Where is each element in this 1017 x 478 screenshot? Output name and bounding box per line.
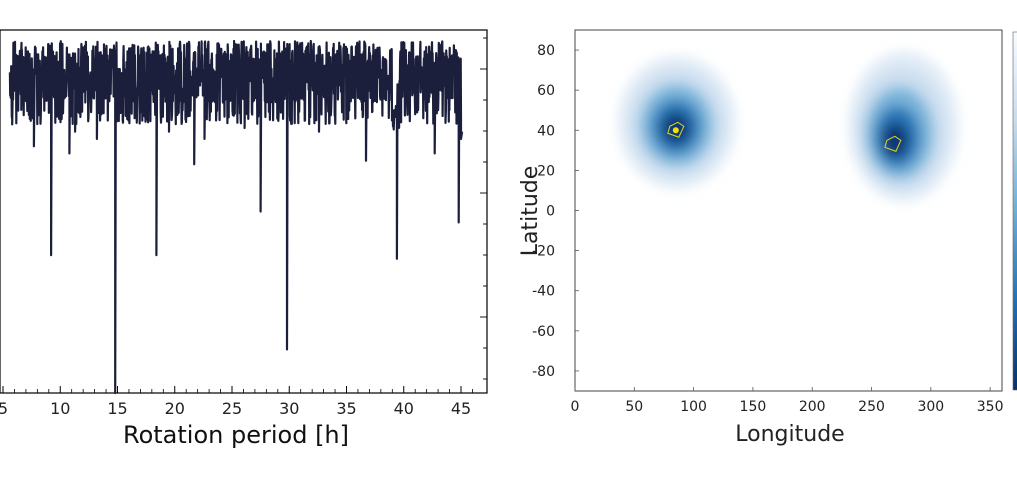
left-x-tick-label: 40 <box>394 399 414 418</box>
left-chart: 5 10 15 20 25 30 35 40 45 Rotation period [h] <box>0 29 488 449</box>
right-chart: 0 50 100 150 200 250 300 350 806040200-20-40-60… <box>518 29 1017 447</box>
right-x-tick-label: 100 <box>680 399 707 415</box>
heatmap-contour <box>884 135 902 152</box>
right-y-tick-label: -60 <box>532 324 555 340</box>
peak-marker <box>672 127 679 134</box>
right-y-axis-label: Latitude <box>518 166 543 257</box>
right-x-axis-label: Longitude <box>735 422 844 447</box>
right-y-tick-label: 60 <box>537 83 555 99</box>
heatmap-blob <box>848 51 959 202</box>
right-y-tick-label: 40 <box>537 123 555 139</box>
right-x-tick-label: 0 <box>571 399 580 415</box>
heatmap-blob <box>618 56 736 189</box>
left-x-ticks: 5 10 15 20 25 30 35 40 45 <box>0 386 473 418</box>
left-x-tick-label: 25 <box>222 399 242 418</box>
right-y-tick-label: 0 <box>546 204 555 220</box>
right-x-tick-label: 350 <box>977 399 1004 415</box>
right-y-tick-label: 20 <box>537 163 555 179</box>
right-x-tick-label: 250 <box>858 399 885 415</box>
right-y-ticks: 80 60 40 20 0 -20 -40 -60 -80 <box>532 43 579 380</box>
left-x-tick-label: 10 <box>50 399 70 418</box>
left-series <box>8 39 464 395</box>
left-x-tick-label: 35 <box>336 399 356 418</box>
right-y-tick-label: -40 <box>532 284 555 300</box>
left-x-tick-label: 5 <box>0 399 8 418</box>
right-x-tick-label: 50 <box>625 399 643 415</box>
left-x-axis-label: Rotation period [h] <box>123 421 349 449</box>
left-right-axis-ticks <box>480 37 487 380</box>
right-x-tick-label: 150 <box>740 399 767 415</box>
left-x-tick-label: 15 <box>107 399 127 418</box>
left-x-tick-label: 20 <box>165 399 185 418</box>
colorbar <box>1012 31 1017 391</box>
left-x-tick-label: 30 <box>279 399 299 418</box>
right-y-tick-label: 80 <box>537 43 555 59</box>
right-x-tick-label: 300 <box>917 399 944 415</box>
right-x-tick-label: 200 <box>799 399 826 415</box>
heatmap-contour <box>667 121 685 138</box>
heatmap-layer <box>618 51 959 202</box>
left-series-line <box>8 39 464 395</box>
right-y-tick-label: -80 <box>532 364 555 380</box>
right-x-ticks: 0 50 100 150 200 250 300 350 <box>571 387 1004 415</box>
right-y-tick-label: -20 <box>532 244 555 260</box>
left-x-tick-label: 45 <box>451 399 471 418</box>
heatmap-level <box>882 121 909 158</box>
